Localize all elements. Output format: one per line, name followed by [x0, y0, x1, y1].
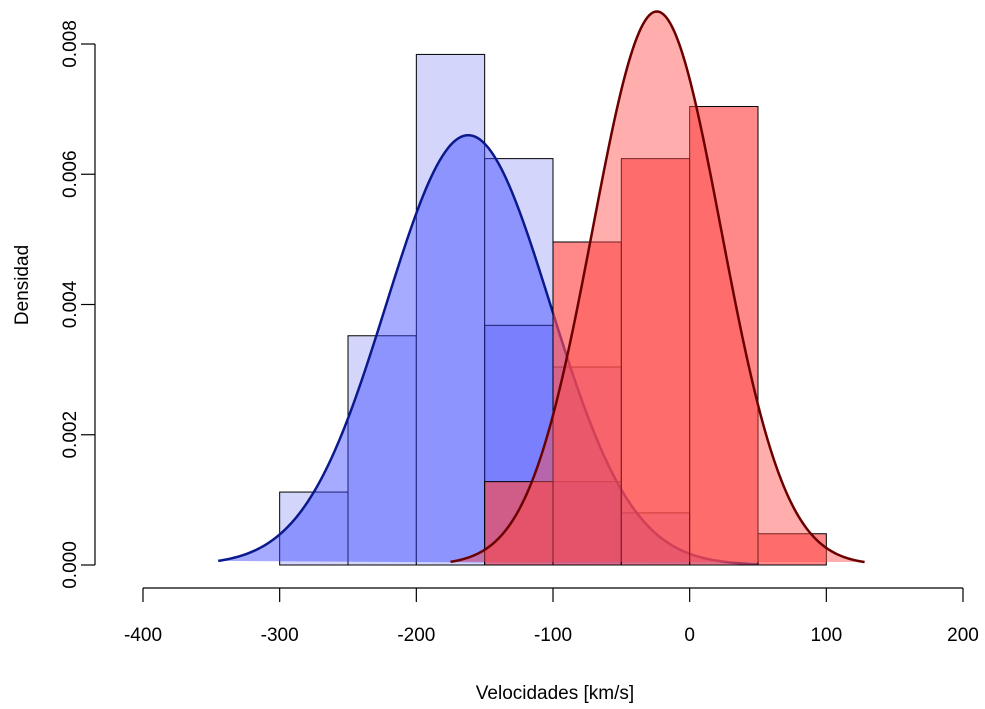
blue-light-bar — [415, 53, 486, 566]
x-axis: -400 -300 -200 -100 0 100 200 — [124, 587, 979, 646]
y-tick-label: 0.006 — [60, 150, 81, 198]
x-axis-title: Velocidades [km/s] — [476, 683, 634, 704]
red-series-bars — [484, 106, 827, 566]
x-tick-label: -200 — [397, 625, 435, 646]
red-bar — [552, 241, 622, 566]
x-tick-label: -400 — [124, 625, 162, 646]
y-tick-label: 0.004 — [60, 280, 81, 328]
blue-light-bar — [279, 491, 349, 566]
red-density-area — [450, 11, 865, 563]
red-density-line — [450, 10, 865, 564]
blue-light-bar — [347, 335, 417, 566]
x-tick-label: 100 — [810, 625, 842, 646]
y-axis-title: Densidad — [12, 245, 33, 325]
y-tick-label: 0.002 — [60, 411, 81, 459]
red-density-curve — [450, 10, 865, 564]
red-bar — [689, 106, 759, 566]
x-tick-label: 200 — [947, 625, 979, 646]
y-axis: 0.000 0.002 0.004 0.006 0.008 — [60, 20, 96, 589]
red-bar — [484, 481, 554, 566]
x-tick-label: -300 — [261, 625, 299, 646]
y-tick-label: 0.000 — [60, 541, 81, 589]
blue-density-area — [218, 135, 759, 565]
red-bar — [620, 158, 691, 566]
x-tick-label: 0 — [684, 625, 695, 646]
y-tick-label: 0.008 — [60, 20, 81, 68]
x-tick-label: -100 — [534, 625, 572, 646]
